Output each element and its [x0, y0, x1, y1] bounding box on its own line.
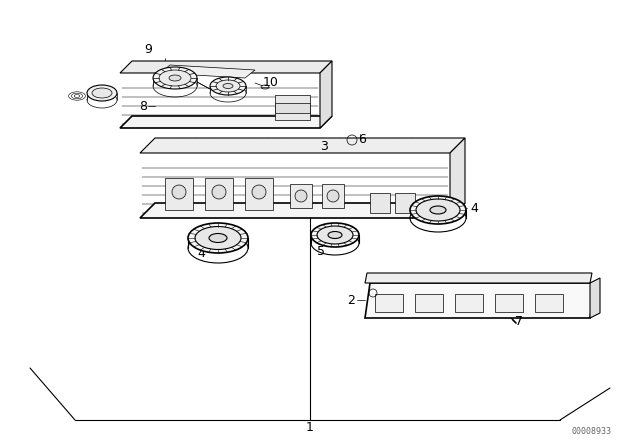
- Polygon shape: [140, 203, 465, 218]
- Polygon shape: [140, 138, 465, 153]
- Polygon shape: [590, 278, 600, 318]
- Polygon shape: [365, 283, 595, 318]
- Ellipse shape: [295, 190, 307, 202]
- Ellipse shape: [209, 233, 227, 242]
- Polygon shape: [450, 138, 465, 218]
- Text: 3: 3: [320, 139, 328, 152]
- Ellipse shape: [410, 196, 466, 224]
- Bar: [322, 184, 344, 208]
- Text: 1: 1: [306, 421, 314, 434]
- Ellipse shape: [153, 67, 197, 89]
- Bar: [395, 193, 415, 213]
- Text: 4: 4: [470, 202, 478, 215]
- Bar: [415, 294, 443, 312]
- Polygon shape: [320, 61, 332, 128]
- Text: 5: 5: [317, 245, 325, 258]
- Bar: [370, 193, 390, 213]
- Ellipse shape: [87, 85, 117, 101]
- Polygon shape: [120, 61, 332, 73]
- Text: 4: 4: [197, 246, 205, 259]
- Ellipse shape: [210, 77, 246, 95]
- Ellipse shape: [212, 185, 226, 199]
- Bar: [375, 294, 403, 312]
- Ellipse shape: [252, 185, 266, 199]
- Bar: [455, 294, 483, 312]
- Bar: [290, 184, 312, 208]
- Text: 6: 6: [358, 133, 366, 146]
- Text: 8: 8: [139, 99, 147, 112]
- Polygon shape: [160, 65, 255, 78]
- Ellipse shape: [216, 80, 240, 92]
- Ellipse shape: [311, 223, 359, 247]
- Ellipse shape: [188, 223, 248, 253]
- Text: 10: 10: [263, 76, 279, 89]
- Ellipse shape: [92, 88, 112, 98]
- Text: 9: 9: [144, 43, 152, 56]
- Bar: [275, 95, 310, 120]
- Ellipse shape: [223, 83, 233, 89]
- Bar: [535, 294, 563, 312]
- Ellipse shape: [169, 75, 181, 81]
- Text: 2: 2: [347, 293, 355, 306]
- Bar: [275, 103, 310, 113]
- Ellipse shape: [195, 227, 241, 250]
- Bar: [165, 178, 193, 210]
- Ellipse shape: [327, 190, 339, 202]
- Ellipse shape: [159, 70, 191, 86]
- Polygon shape: [120, 116, 332, 128]
- Bar: [245, 178, 273, 210]
- Polygon shape: [365, 273, 592, 283]
- Bar: [205, 178, 233, 210]
- Text: 00008933: 00008933: [572, 427, 612, 436]
- Ellipse shape: [416, 199, 460, 221]
- Ellipse shape: [430, 206, 446, 214]
- Ellipse shape: [317, 226, 353, 244]
- Text: 7: 7: [515, 314, 523, 327]
- Ellipse shape: [328, 232, 342, 238]
- Bar: [495, 294, 523, 312]
- Ellipse shape: [172, 185, 186, 199]
